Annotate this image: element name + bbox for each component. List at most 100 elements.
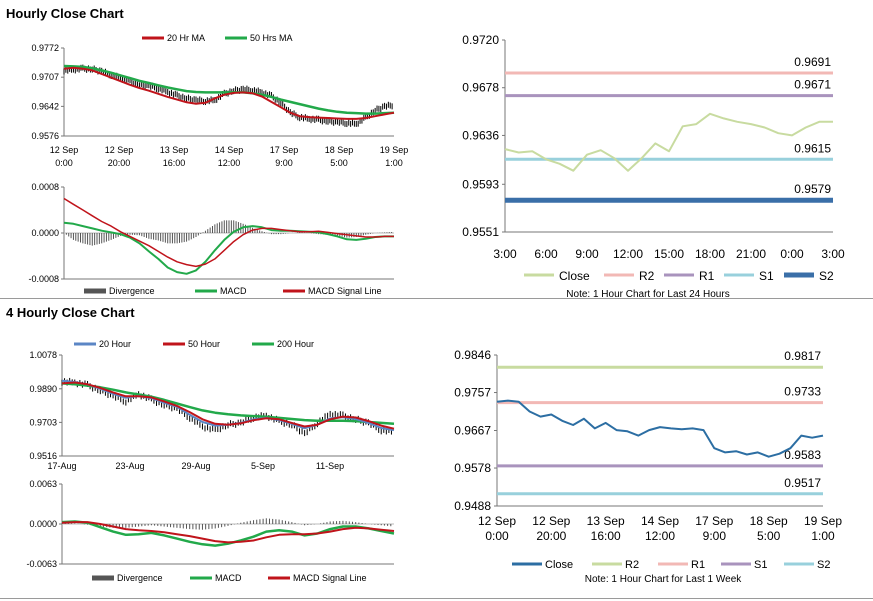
hourly-legend-divergence-label: Divergence: [109, 286, 155, 296]
hourly-levels-x-tick-label: 3:00: [493, 247, 517, 261]
hourly-level-r2-label: 0.9691: [794, 55, 831, 69]
four-hourly-level-s1-label: 0.9583: [784, 448, 821, 462]
hourly-levels-x-tick-label: 12:00: [613, 247, 643, 261]
hourly-levels-x-tick-label: 6:00: [534, 247, 558, 261]
four-hourly-levels-x-tick-label: 18 Sep: [750, 514, 788, 528]
four-hourly-levels-y-tick-label: 0.9846: [454, 348, 491, 362]
four-hourly-levels-x-tick-label: 0:00: [485, 529, 509, 543]
hourly-price-x-tick-label: 16:00: [163, 158, 186, 168]
hourly-price-x-tick-label: 14 Sep: [215, 145, 244, 155]
four-hourly-section-title: 4 Hourly Close Chart: [6, 305, 135, 320]
hourly-levels-x-tick-label: 0:00: [780, 247, 804, 261]
hourly-macd-signal-line: [63, 197, 394, 268]
four-hourly-macd-y-tick-label: -0.0063: [26, 559, 57, 569]
four-hourly-levels-x-tick-label: 12 Sep: [532, 514, 570, 528]
hourly-macd-y-tick-label: 0.0008: [31, 182, 59, 192]
four-hourly-level-r2-label: 0.9817: [784, 349, 821, 363]
hourly-price-x-tick-label: 12 Sep: [50, 145, 79, 155]
four-hourly-levels-legend-close-label: Close: [545, 559, 573, 571]
four-hourly-levels-y-tick-label: 0.9757: [454, 386, 491, 400]
four-hourly-price-x-tick-label: 17-Aug: [47, 461, 76, 471]
hourly-price-y-tick-label: 0.9642: [31, 101, 59, 111]
four-hourly-levels-x-tick-label: 14 Sep: [641, 514, 679, 528]
section-divider: [0, 298, 873, 299]
four-hourly-levels-x-tick-label: 16:00: [591, 529, 621, 543]
four-hourly-price-y-tick-label: 0.9703: [29, 417, 57, 427]
hourly-level-s2-label: 0.9579: [794, 182, 831, 196]
hourly-price-x-tick-label: 19 Sep: [380, 145, 409, 155]
hourly-price-x-tick-label: 13 Sep: [160, 145, 189, 155]
four-hourly-levels-x-tick-label: 13 Sep: [587, 514, 625, 528]
hourly-price-y-tick-label: 0.9576: [31, 131, 59, 141]
four-hourly-levels-legend-s2-label: S2: [817, 559, 830, 571]
hourly-price-x-tick-label: 12:00: [218, 158, 241, 168]
hourly-macd-y-tick-label: -0.0008: [28, 274, 59, 284]
hourly-price-y-tick-label: 0.9707: [31, 72, 59, 82]
four-hourly-price-x-tick-label: 29-Aug: [181, 461, 210, 471]
four-hourly-level-r1-label: 0.9733: [784, 385, 821, 399]
hourly-legend-macd-label: MACD: [220, 286, 247, 296]
hourly-legend-signal-label: MACD Signal Line: [308, 286, 382, 296]
four-hourly-macd-line: [61, 520, 395, 547]
four-hourly-price-x-tick-label: 5-Sep: [251, 461, 275, 471]
hourly-section-title: Hourly Close Chart: [6, 6, 124, 21]
four-hourly-levels-x-tick-label: 20:00: [536, 529, 566, 543]
four-hourly-legend-50-label: 50 Hour: [188, 339, 220, 349]
four-hourly-legend-signal-label: MACD Signal Line: [293, 573, 367, 583]
hourly-price-x-tick-label: 17 Sep: [270, 145, 299, 155]
hourly-close-line: [504, 112, 833, 172]
four-hourly-levels-x-tick-label: 5:00: [757, 529, 781, 543]
hourly-levels-y-tick-label: 0.9593: [462, 177, 499, 191]
four-hourly-levels-y-tick-label: 0.9578: [454, 461, 491, 475]
hourly-levels-legend-s1-label: S1: [759, 269, 774, 283]
hourly-price-x-tick-label: 5:00: [330, 158, 348, 168]
four-hourly-price-x-tick-label: 23-Aug: [115, 461, 144, 471]
hourly-price-x-tick-label: 0:00: [55, 158, 73, 168]
hourly-levels-y-tick-label: 0.9636: [462, 128, 499, 142]
four-hourly-price-y-tick-label: 0.9890: [29, 384, 57, 394]
hourly-levels-legend-r1-label: R1: [699, 269, 715, 283]
hourly-levels-y-tick-label: 0.9678: [462, 81, 499, 95]
four-hourly-macd-y-tick-label: 0.0063: [29, 479, 57, 489]
four-hourly-levels-y-tick-label: 0.9488: [454, 499, 491, 513]
hourly-price-x-tick-label: 1:00: [385, 158, 403, 168]
hourly-legend-ma50-label: 50 Hrs MA: [250, 33, 293, 43]
hourly-legend-ma20-label: 20 Hr MA: [167, 33, 205, 43]
hourly-levels-x-tick-label: 3:00: [821, 247, 845, 261]
four-hourly-levels-x-tick-label: 1:00: [811, 529, 835, 543]
four-hourly-legend-divergence-label: Divergence: [117, 573, 163, 583]
hourly-macd-y-tick-label: 0.0000: [31, 228, 59, 238]
four-hourly-level-s2-label: 0.9517: [784, 476, 821, 490]
four-hourly-levels-x-tick-label: 9:00: [703, 529, 727, 543]
four-hourly-close-line: [496, 399, 824, 458]
hourly-price-x-tick-label: 18 Sep: [325, 145, 354, 155]
four-hourly-price-x-tick-label: 11-Sep: [316, 461, 344, 471]
four-hourly-legend-20-label: 20 Hour: [99, 339, 131, 349]
four-hourly-ma50-line: [61, 381, 395, 430]
four-hourly-levels-note: Note: 1 Hour Chart for Last 1 Week: [585, 574, 743, 585]
hourly-levels-x-tick-label: 21:00: [736, 247, 766, 261]
four-hourly-levels-x-tick-label: 12 Sep: [478, 514, 516, 528]
four-hourly-legend-macd-label: MACD: [215, 573, 242, 583]
hourly-level-r1-label: 0.9671: [794, 78, 831, 92]
four-hourly-ma200-line: [61, 382, 395, 425]
hourly-levels-y-tick-label: 0.9720: [462, 33, 499, 47]
hourly-levels-y-tick-label: 0.9551: [462, 225, 499, 239]
four-hourly-levels-legend-r1-label: R1: [691, 559, 705, 571]
four-hourly-macd-signal-line: [61, 521, 395, 544]
four-hourly-levels-x-tick-label: 17 Sep: [695, 514, 733, 528]
hourly-price-x-tick-label: 20:00: [108, 158, 131, 168]
hourly-levels-legend-r2-label: R2: [639, 269, 655, 283]
hourly-levels-legend-close-label: Close: [559, 269, 590, 283]
four-hourly-levels-legend-s1-label: S1: [754, 559, 767, 571]
four-hourly-levels-y-tick-label: 0.9667: [454, 424, 491, 438]
hourly-ma20-line: [63, 66, 395, 120]
hourly-price-y-tick-label: 0.9772: [31, 43, 59, 53]
hourly-level-s1-label: 0.9615: [794, 141, 831, 155]
hourly-price-x-tick-label: 12 Sep: [105, 145, 134, 155]
hourly-levels-legend-s2-label: S2: [819, 269, 834, 283]
hourly-price-x-tick-label: 9:00: [275, 158, 293, 168]
hourly-levels-x-tick-label: 9:00: [575, 247, 599, 261]
hourly-levels-x-tick-label: 15:00: [654, 247, 684, 261]
